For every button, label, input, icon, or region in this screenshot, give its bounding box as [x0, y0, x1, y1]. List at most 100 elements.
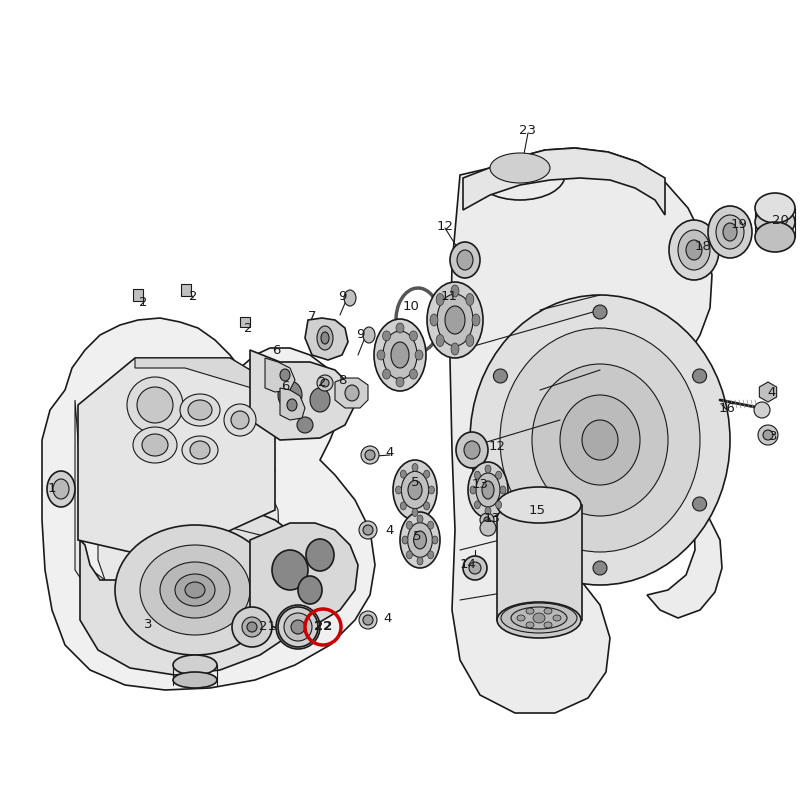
- Ellipse shape: [391, 342, 409, 368]
- Ellipse shape: [396, 377, 404, 387]
- Polygon shape: [305, 318, 348, 360]
- Ellipse shape: [480, 513, 494, 527]
- Text: 6: 6: [281, 379, 289, 393]
- Ellipse shape: [526, 622, 534, 628]
- Ellipse shape: [485, 465, 491, 473]
- Ellipse shape: [497, 487, 581, 523]
- Ellipse shape: [457, 250, 473, 270]
- Ellipse shape: [137, 387, 173, 423]
- Ellipse shape: [593, 305, 607, 319]
- Ellipse shape: [190, 441, 210, 459]
- Ellipse shape: [365, 450, 375, 460]
- Ellipse shape: [224, 404, 256, 436]
- Ellipse shape: [532, 364, 668, 516]
- Ellipse shape: [451, 343, 459, 355]
- Ellipse shape: [432, 536, 438, 544]
- Text: 7: 7: [308, 310, 316, 323]
- Ellipse shape: [377, 350, 385, 360]
- Ellipse shape: [115, 525, 275, 655]
- Ellipse shape: [400, 502, 406, 510]
- Polygon shape: [450, 148, 722, 713]
- Text: 4: 4: [386, 523, 394, 537]
- Text: 2: 2: [138, 295, 147, 309]
- Ellipse shape: [593, 561, 607, 575]
- Ellipse shape: [716, 215, 744, 249]
- Text: 3: 3: [769, 430, 778, 442]
- Bar: [240, 317, 250, 327]
- Text: 20: 20: [771, 214, 789, 226]
- Ellipse shape: [480, 520, 496, 536]
- Ellipse shape: [469, 562, 481, 574]
- Ellipse shape: [693, 497, 706, 511]
- Text: 12: 12: [437, 219, 454, 233]
- Ellipse shape: [424, 502, 430, 510]
- Ellipse shape: [472, 314, 480, 326]
- Ellipse shape: [160, 562, 230, 618]
- Ellipse shape: [708, 206, 752, 258]
- Polygon shape: [463, 148, 665, 215]
- Ellipse shape: [424, 470, 430, 478]
- Ellipse shape: [310, 388, 330, 412]
- Polygon shape: [250, 523, 358, 630]
- Ellipse shape: [247, 622, 257, 632]
- Ellipse shape: [393, 460, 437, 520]
- Ellipse shape: [396, 323, 404, 333]
- Ellipse shape: [363, 615, 373, 625]
- Ellipse shape: [456, 432, 488, 468]
- Text: 23: 23: [519, 125, 537, 138]
- Ellipse shape: [669, 220, 719, 280]
- Ellipse shape: [363, 525, 373, 535]
- Ellipse shape: [345, 385, 359, 401]
- Ellipse shape: [344, 290, 356, 306]
- Ellipse shape: [382, 331, 390, 341]
- Ellipse shape: [470, 486, 476, 494]
- Ellipse shape: [287, 399, 297, 411]
- Ellipse shape: [428, 521, 434, 529]
- Ellipse shape: [754, 402, 770, 418]
- Ellipse shape: [466, 294, 474, 306]
- Ellipse shape: [723, 223, 737, 241]
- Ellipse shape: [133, 427, 177, 463]
- Bar: [133, 289, 143, 301]
- Ellipse shape: [500, 486, 506, 494]
- Polygon shape: [280, 388, 305, 420]
- Polygon shape: [75, 400, 280, 625]
- Ellipse shape: [500, 328, 700, 552]
- Text: 1: 1: [48, 482, 56, 495]
- Ellipse shape: [412, 509, 418, 517]
- Ellipse shape: [47, 471, 75, 507]
- Ellipse shape: [427, 282, 483, 358]
- Ellipse shape: [464, 441, 480, 459]
- Ellipse shape: [544, 608, 552, 614]
- Ellipse shape: [406, 551, 412, 559]
- Text: 6: 6: [272, 345, 280, 358]
- Ellipse shape: [470, 295, 730, 585]
- Ellipse shape: [430, 314, 438, 326]
- Text: 11: 11: [441, 290, 458, 302]
- Ellipse shape: [417, 515, 423, 523]
- Bar: [181, 284, 191, 296]
- Ellipse shape: [53, 479, 69, 499]
- Polygon shape: [78, 358, 275, 560]
- Text: 4: 4: [386, 446, 394, 459]
- Ellipse shape: [242, 617, 262, 637]
- Ellipse shape: [436, 334, 444, 346]
- Ellipse shape: [414, 531, 426, 549]
- Text: 5: 5: [410, 475, 419, 489]
- Ellipse shape: [437, 294, 473, 346]
- Ellipse shape: [450, 242, 480, 278]
- Ellipse shape: [686, 240, 702, 260]
- Text: 9: 9: [356, 329, 364, 342]
- Ellipse shape: [410, 369, 418, 379]
- Ellipse shape: [402, 536, 408, 544]
- Text: 3: 3: [144, 618, 152, 631]
- Ellipse shape: [468, 462, 508, 518]
- Ellipse shape: [497, 602, 581, 638]
- Ellipse shape: [755, 207, 795, 237]
- Ellipse shape: [466, 334, 474, 346]
- Ellipse shape: [474, 501, 480, 509]
- Ellipse shape: [173, 672, 217, 688]
- Text: 18: 18: [694, 239, 711, 253]
- Ellipse shape: [363, 327, 375, 343]
- Ellipse shape: [400, 512, 440, 568]
